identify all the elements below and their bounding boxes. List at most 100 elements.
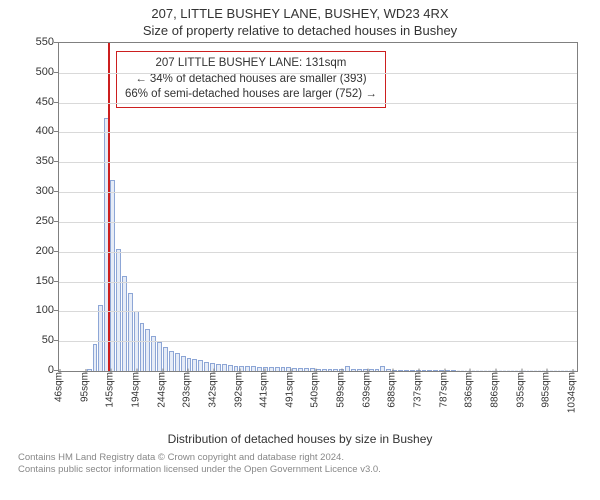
histogram-bar [386, 369, 391, 371]
histogram-bar [216, 364, 221, 371]
gridline [59, 222, 577, 223]
x-tick-label: 491sqm [284, 372, 295, 408]
histogram-bar [433, 370, 438, 371]
histogram-bar [503, 370, 506, 371]
histogram-bar [558, 370, 561, 371]
x-tick-label: 441sqm [259, 372, 270, 408]
y-tick-label: 550 [36, 36, 54, 48]
x-tick-label: 95sqm [79, 372, 90, 402]
y-tick-label: 400 [36, 125, 54, 137]
histogram-bar [369, 369, 374, 371]
x-tick-label: 737sqm [413, 372, 424, 408]
x-tick-label: 589sqm [336, 372, 347, 408]
histogram-bar [461, 370, 464, 371]
histogram-bar [565, 370, 568, 371]
histogram-bar [110, 180, 115, 371]
histogram-bar [145, 329, 150, 371]
histogram-bar [573, 370, 576, 371]
gridline [59, 132, 577, 133]
y-tick-label: 150 [36, 275, 54, 287]
histogram-bar [333, 369, 338, 371]
y-tick-label: 450 [36, 96, 54, 108]
x-tick-label: 836sqm [464, 372, 475, 408]
histogram-bar [561, 370, 564, 371]
x-tick-label: 293sqm [182, 372, 193, 408]
marker-line [108, 43, 110, 371]
histogram-bar [298, 368, 303, 371]
histogram-bar [275, 367, 280, 371]
histogram-bar [550, 370, 553, 371]
histogram-bar [410, 370, 415, 371]
footer-attribution: Contains HM Land Registry data © Crown c… [0, 446, 600, 476]
histogram-bar [538, 370, 541, 371]
y-tick-label: 350 [36, 155, 54, 167]
histogram-bar [457, 370, 460, 371]
x-tick-label: 342sqm [207, 372, 218, 408]
histogram-bar [476, 370, 479, 371]
histogram-bar [398, 370, 403, 371]
histogram-bar [269, 367, 274, 371]
gridline [59, 73, 577, 74]
x-tick-label: 639sqm [361, 372, 372, 408]
histogram-bar [534, 370, 537, 371]
y-tick-label: 100 [36, 304, 54, 316]
histogram-bar [93, 344, 98, 371]
histogram-bar [345, 366, 350, 371]
histogram-bar [157, 342, 162, 371]
histogram-bar [116, 249, 121, 371]
histogram-bar [507, 370, 510, 371]
histogram-bar [198, 360, 203, 371]
histogram-bar [122, 276, 127, 371]
footer-line-2: Contains public sector information licen… [18, 464, 600, 476]
x-tick-label: 1034sqm [566, 372, 577, 413]
histogram-bar [322, 369, 327, 371]
gridline [59, 192, 577, 193]
histogram-bar [204, 362, 209, 371]
histogram-bar [357, 369, 362, 371]
info-box: 207 LITTLE BUSHEY LANE: 131sqm ← 34% of … [116, 51, 386, 108]
histogram-bar [480, 370, 483, 371]
plot-area: 207 LITTLE BUSHEY LANE: 131sqm ← 34% of … [58, 42, 578, 372]
info-line-1: 207 LITTLE BUSHEY LANE: 131sqm [125, 56, 377, 72]
histogram-bar [251, 366, 256, 371]
x-ticks: 46sqm95sqm145sqm194sqm244sqm293sqm342sqm… [58, 372, 578, 430]
histogram-bar [472, 370, 475, 371]
histogram-bar [484, 370, 487, 371]
histogram-bar [192, 359, 197, 371]
histogram-bar [140, 323, 145, 371]
histogram-bar [511, 370, 514, 371]
x-tick-label: 392sqm [233, 372, 244, 408]
histogram-bar [380, 366, 385, 371]
y-tick-label: 200 [36, 245, 54, 257]
x-tick-label: 787sqm [438, 372, 449, 408]
x-tick-label: 244sqm [156, 372, 167, 408]
histogram-bar [422, 370, 427, 371]
x-tick-label: 886sqm [489, 372, 500, 408]
gridline [59, 282, 577, 283]
x-tick-label: 46sqm [54, 372, 65, 402]
x-axis-label: Distribution of detached houses by size … [0, 430, 600, 446]
chart-area: Number of detached properties 0501001502… [0, 42, 600, 446]
histogram-bar [451, 370, 456, 371]
histogram-bar [527, 370, 530, 371]
histogram-bar [375, 369, 380, 371]
histogram-bar [304, 368, 309, 371]
histogram-bar [554, 370, 557, 371]
histogram-bar [128, 293, 133, 371]
histogram-bar [523, 370, 526, 371]
y-tick-label: 300 [36, 185, 54, 197]
histogram-bar [351, 369, 356, 371]
histogram-bar [542, 370, 545, 371]
y-tick-label: 50 [42, 334, 54, 346]
x-tick-label: 145sqm [105, 372, 116, 408]
histogram-bar [427, 370, 432, 371]
x-tick-label: 540sqm [310, 372, 321, 408]
y-tick-label: 250 [36, 215, 54, 227]
gridline [59, 311, 577, 312]
title-main: 207, LITTLE BUSHEY LANE, BUSHEY, WD23 4R… [0, 0, 600, 21]
histogram-bar [530, 370, 533, 371]
histogram-bar [181, 356, 186, 371]
histogram-bar [175, 353, 180, 371]
x-tick-label: 688sqm [387, 372, 398, 408]
info-line-2: ← 34% of detached houses are smaller (39… [125, 72, 377, 88]
